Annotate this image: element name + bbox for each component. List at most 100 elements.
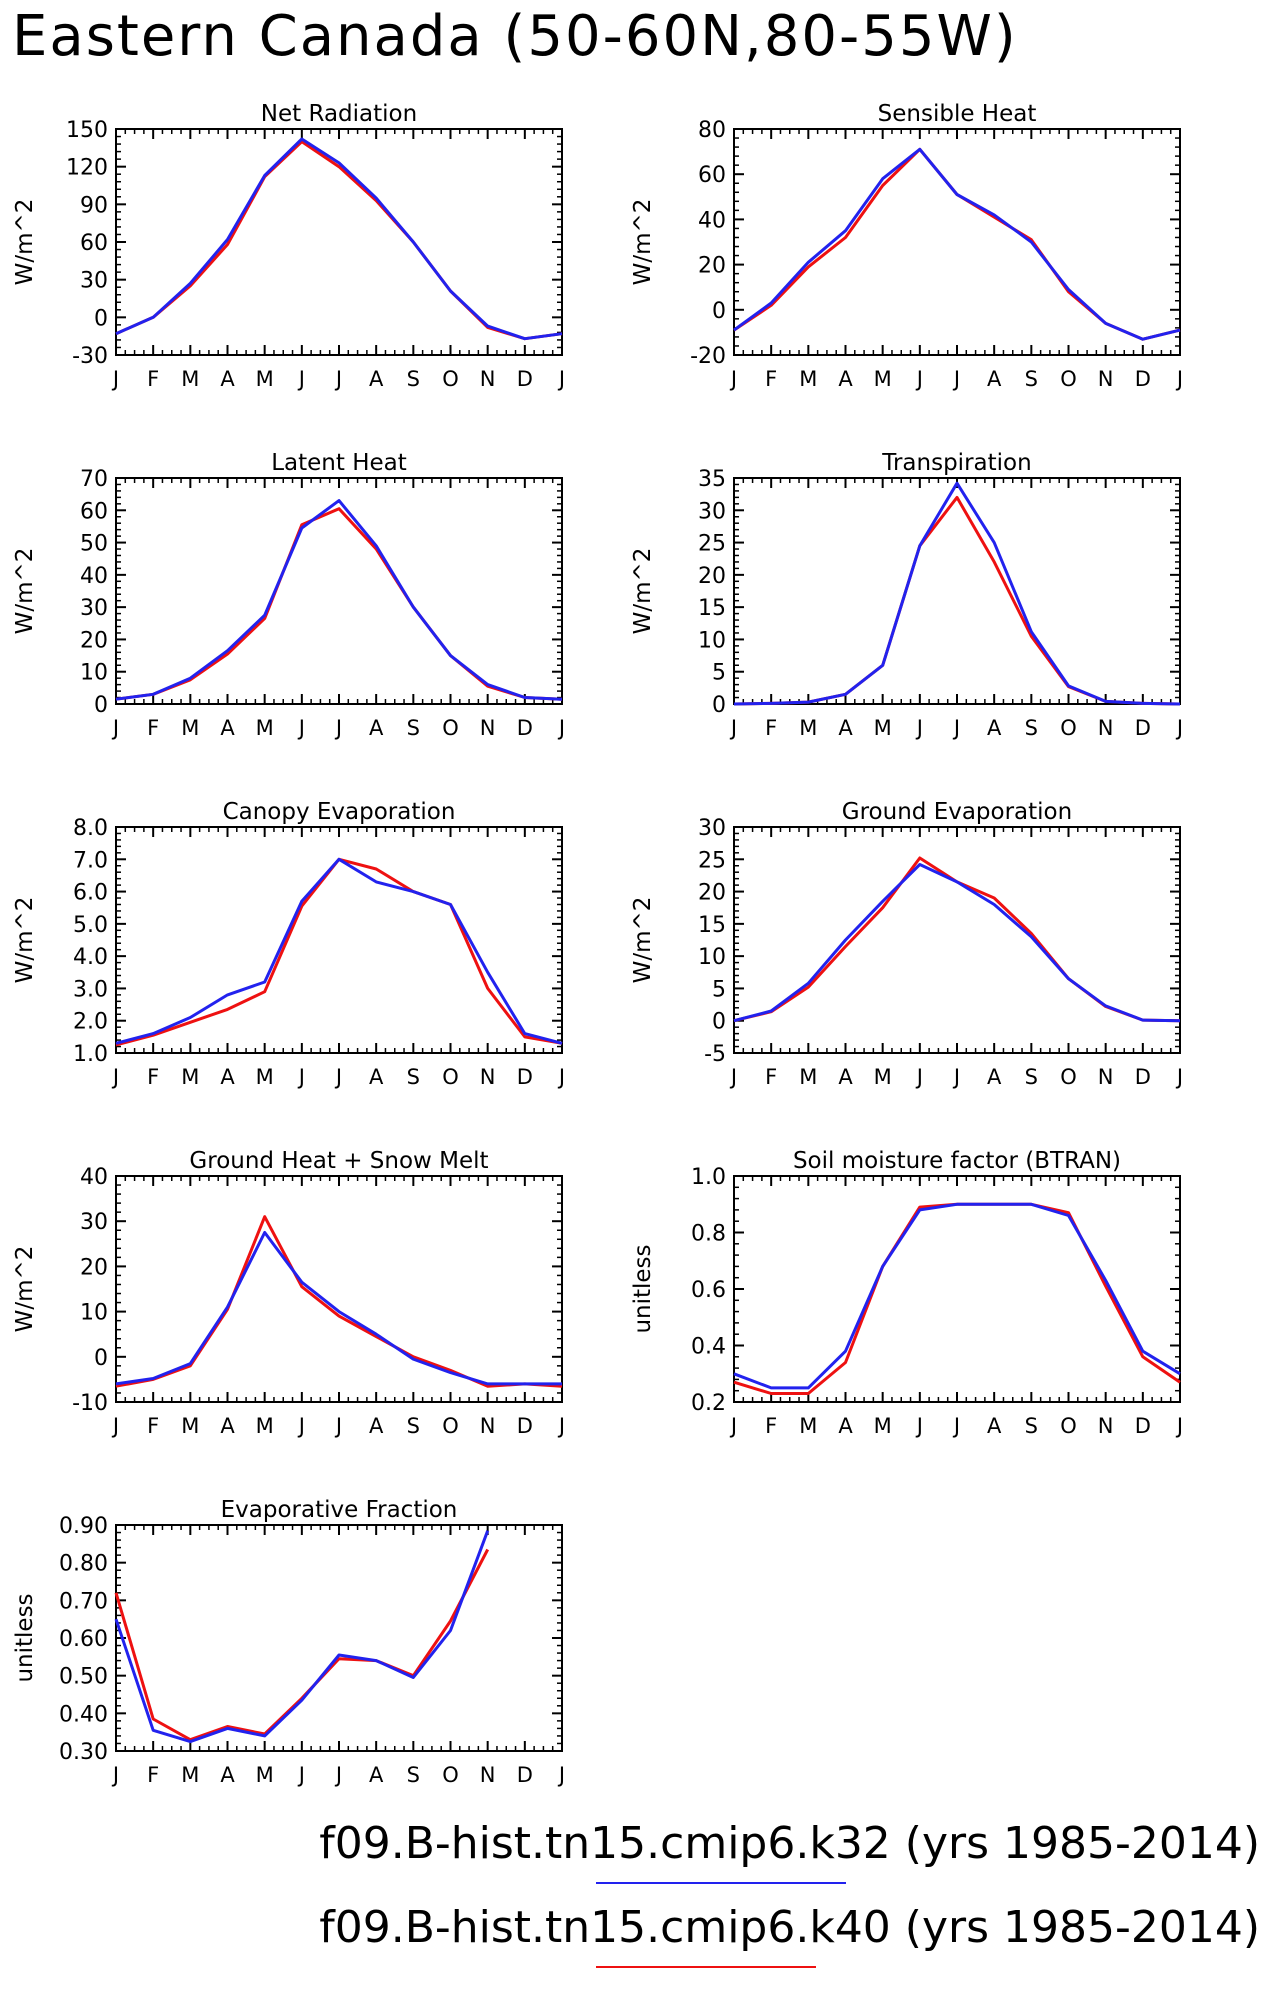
x-tick-label: N [480, 716, 496, 740]
x-tick-label: M [181, 1763, 199, 1787]
y-tick-label: 20 [698, 254, 726, 279]
y-tick-label: 15 [698, 596, 726, 621]
series-line-1 [733, 1202, 1181, 1390]
x-tick-label: J [334, 1763, 342, 1787]
x-tick-label: N [1098, 1065, 1114, 1089]
legend-entry-k32: f09.B-hist.tn15.cmip6.k32 (yrs 1985-2014… [319, 1818, 1260, 1869]
x-tick-label: J [952, 716, 960, 740]
y-tick-label: 10 [80, 1301, 108, 1326]
y-tick-label: -20 [690, 344, 726, 369]
y-tick-label: 0.8 [691, 1222, 726, 1247]
x-tick-label: A [987, 1065, 1002, 1089]
x-tick-label: M [181, 1414, 199, 1438]
y-tick-label: 1.0 [73, 1042, 108, 1067]
x-tick-label: M [181, 367, 199, 391]
x-tick-label: J [334, 1414, 342, 1438]
x-tick-label: J [297, 367, 305, 391]
x-tick-label: M [874, 367, 892, 391]
x-tick-label: J [111, 367, 119, 391]
y-tick-label: 25 [698, 532, 726, 557]
x-tick-label: O [442, 1065, 459, 1089]
y-tick-label: 30 [80, 269, 108, 294]
x-tick-label: A [987, 367, 1002, 391]
x-tick-label: A [220, 1065, 235, 1089]
x-tick-label: M [799, 716, 817, 740]
x-tick-label: A [220, 716, 235, 740]
x-tick-label: J [111, 1414, 119, 1438]
series-line-0 [115, 857, 563, 1047]
x-tick-label: F [147, 367, 159, 391]
x-tick-label: J [297, 1065, 305, 1089]
x-tick-label: M [256, 1414, 274, 1438]
x-tick-label: M [181, 1065, 199, 1089]
y-tick-label: 0.70 [59, 1589, 108, 1614]
x-tick-label: J [334, 1065, 342, 1089]
x-tick-label: J [952, 1414, 960, 1438]
y-tick-label: 15 [698, 913, 726, 938]
chart-8: J F M A M J J A S O N D J0.300.400.500.600.700.800.9… [12, 1497, 565, 1787]
x-tick-label: A [987, 1414, 1002, 1438]
x-tick-label: J [334, 367, 342, 391]
x-tick-label: A [369, 716, 384, 740]
x-tick-label: J [297, 1763, 305, 1787]
plot-frame [733, 128, 1181, 356]
x-tick-label: J [729, 1065, 737, 1089]
x-tick-label: S [407, 367, 420, 391]
x-tick-label: O [1060, 716, 1077, 740]
x-tick-label: O [1060, 1065, 1077, 1089]
page-title: Eastern Canada (50-60N,80-55W) [12, 4, 1018, 69]
x-tick-label: J [915, 716, 923, 740]
x-tick-label: J [111, 1065, 119, 1089]
series-line-1 [114, 1530, 490, 1744]
y-axis-label: unitless [12, 1593, 38, 1682]
x-tick-label: J [557, 367, 565, 391]
y-tick-label: 0 [712, 693, 726, 718]
y-tick-label: 0.60 [59, 1627, 108, 1652]
x-tick-label: D [517, 1414, 533, 1438]
y-tick-label: 30 [80, 596, 108, 621]
x-tick-label: J [297, 716, 305, 740]
y-tick-label: 40 [80, 1165, 108, 1190]
x-tick-label: S [1025, 367, 1038, 391]
y-tick-label: 0.4 [691, 1335, 726, 1360]
y-tick-label: 3.0 [73, 977, 108, 1002]
y-tick-label: 0.40 [59, 1702, 108, 1727]
x-tick-label: J [1175, 716, 1183, 740]
y-tick-label: 0 [94, 1346, 108, 1371]
x-tick-label: M [874, 1414, 892, 1438]
y-axis-label: W/m^2 [630, 897, 656, 984]
y-tick-label: 2.0 [73, 1010, 108, 1035]
x-tick-label: J [334, 716, 342, 740]
y-tick-label: 40 [80, 564, 108, 589]
x-tick-label: O [442, 1763, 459, 1787]
y-tick-label: 30 [80, 1210, 108, 1235]
x-tick-label: A [838, 1065, 853, 1089]
x-tick-label: N [1098, 716, 1114, 740]
x-tick-label: N [480, 367, 496, 391]
x-tick-label: A [369, 1065, 384, 1089]
y-tick-label: 0.80 [59, 1552, 108, 1577]
y-tick-label: 0 [94, 306, 108, 331]
x-tick-label: F [147, 1763, 159, 1787]
y-tick-label: 7.0 [73, 848, 108, 873]
x-tick-label: O [442, 1414, 459, 1438]
x-tick-label: D [517, 1065, 533, 1089]
x-tick-label: S [1025, 1065, 1038, 1089]
x-tick-label: J [729, 367, 737, 391]
x-tick-label: N [480, 1763, 496, 1787]
x-tick-label: M [256, 716, 274, 740]
series-line-1 [733, 863, 1181, 1023]
x-tick-label: O [442, 367, 459, 391]
x-tick-label: M [799, 367, 817, 391]
x-tick-label: A [220, 1414, 235, 1438]
y-tick-label: -30 [72, 344, 108, 369]
x-tick-label: M [256, 1065, 274, 1089]
x-tick-label: M [256, 1763, 274, 1787]
x-tick-label: F [765, 716, 777, 740]
chart-title: Evaporative Fraction [221, 1497, 458, 1523]
y-axis-label: unitless [630, 1244, 656, 1333]
y-tick-label: 1.0 [691, 1165, 726, 1190]
y-tick-label: 0.6 [691, 1278, 726, 1303]
